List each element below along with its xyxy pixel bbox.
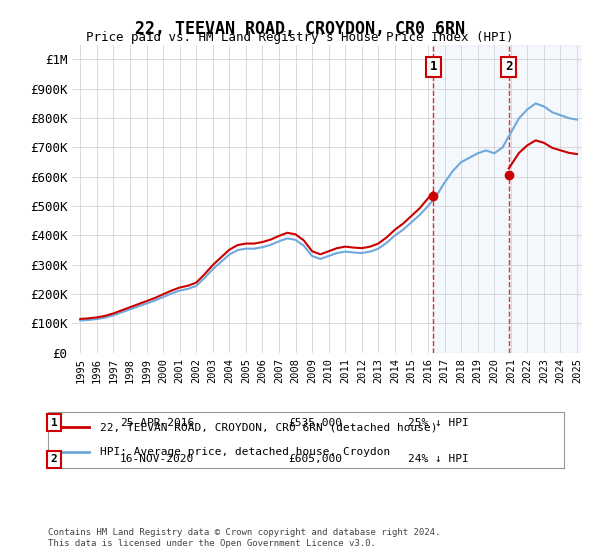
Text: 22, TEEVAN ROAD, CROYDON, CR0 6RN: 22, TEEVAN ROAD, CROYDON, CR0 6RN xyxy=(135,20,465,38)
Text: £605,000: £605,000 xyxy=(288,454,342,464)
Text: 16-NOV-2020: 16-NOV-2020 xyxy=(120,454,194,464)
Text: 1: 1 xyxy=(50,418,58,428)
Bar xyxy=(433,45,582,353)
Text: 1: 1 xyxy=(430,60,437,73)
Text: HPI: Average price, detached house, Croydon: HPI: Average price, detached house, Croy… xyxy=(100,447,390,457)
Text: Price paid vs. HM Land Registry's House Price Index (HPI): Price paid vs. HM Land Registry's House … xyxy=(86,31,514,44)
Text: 25-APR-2016: 25-APR-2016 xyxy=(120,418,194,428)
Text: £535,000: £535,000 xyxy=(288,418,342,428)
Text: 22, TEEVAN ROAD, CROYDON, CR0 6RN (detached house): 22, TEEVAN ROAD, CROYDON, CR0 6RN (detac… xyxy=(100,422,437,432)
Text: 2: 2 xyxy=(505,60,512,73)
Text: 25% ↓ HPI: 25% ↓ HPI xyxy=(408,418,469,428)
Text: 2: 2 xyxy=(50,454,58,464)
Text: 24% ↓ HPI: 24% ↓ HPI xyxy=(408,454,469,464)
Text: Contains HM Land Registry data © Crown copyright and database right 2024.
This d: Contains HM Land Registry data © Crown c… xyxy=(48,528,440,548)
